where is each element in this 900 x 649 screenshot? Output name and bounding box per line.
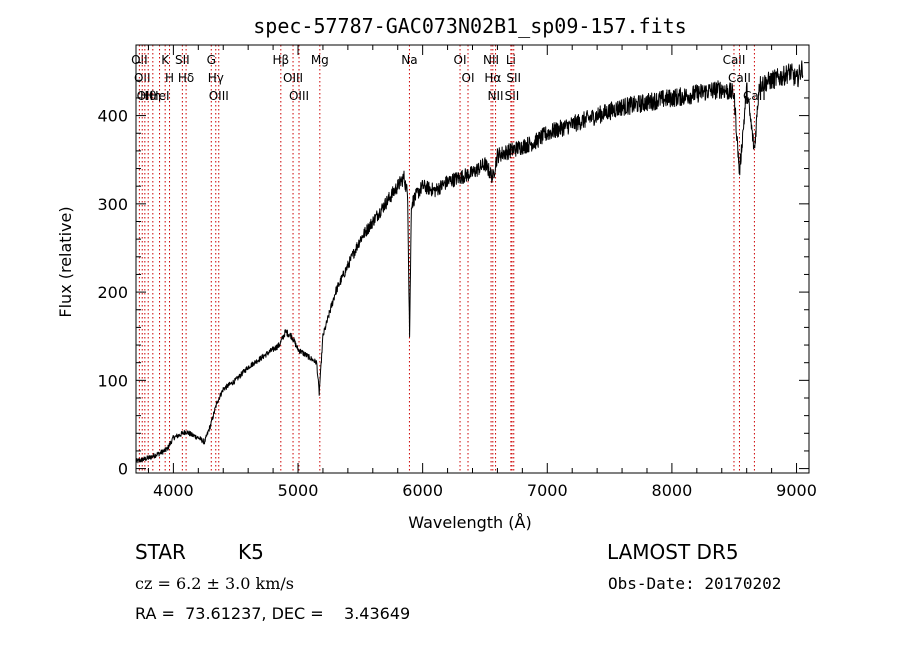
line-label-Hβ: Hβ <box>272 53 289 67</box>
line-label-CaII: CaII <box>723 53 746 67</box>
y-axis-label: Flux (relative) <box>56 206 75 317</box>
line-label-CaII: CaII <box>728 71 751 85</box>
line-label-NII: NII <box>483 53 499 67</box>
line-label-H: H <box>165 71 174 85</box>
line-label-HeI: HeI <box>150 89 170 103</box>
series-layer <box>135 60 804 464</box>
x-tick-label: 6000 <box>402 481 443 500</box>
line-label-Li: Li <box>506 53 516 67</box>
line-label-OIII: OIII <box>283 71 303 85</box>
y-tick-label: 0 <box>118 460 128 479</box>
y-tick-label: 100 <box>97 371 128 390</box>
line-label-SII: SII <box>505 89 520 103</box>
line-label-OII: OII <box>134 71 151 85</box>
line-label-OI: OI <box>454 53 467 67</box>
object-class: STAR <box>135 540 186 564</box>
line-label-OIII: OIII <box>289 89 309 103</box>
line-label-OI: OI <box>462 71 475 85</box>
line-label-OII: OII <box>131 53 148 67</box>
line-label-OIII: OIII <box>209 89 229 103</box>
x-tick-label: 8000 <box>652 481 693 500</box>
x-tick-label: 7000 <box>527 481 568 500</box>
line-label-Hα: Hα <box>484 71 501 85</box>
chart-title: spec-57787-GAC073N02B1_sp09-157.fits <box>253 14 686 38</box>
line-label-K: K <box>161 53 170 67</box>
x-tick-label: 5000 <box>278 481 319 500</box>
x-tick-label: 4000 <box>153 481 194 500</box>
object-subclass: K5 <box>238 540 264 564</box>
survey-name: LAMOST DR5 <box>607 540 739 564</box>
line-label-Mg: Mg <box>311 53 329 67</box>
y-tick-label: 200 <box>97 283 128 302</box>
spectrum-line <box>135 60 804 464</box>
line-label-G: G <box>207 53 216 67</box>
redshift-cz: cz = 6.2 ± 3.0 km/s <box>135 574 294 593</box>
line-label-SII: SII <box>175 53 190 67</box>
line-label-OII: OII <box>137 89 154 103</box>
spectral-lines-layer: OIIOIIOIIHθHηHeIKHSIIHδGHγOIIIHβOIIIOIII… <box>131 45 766 473</box>
y-tick-label: 300 <box>97 195 128 214</box>
line-label-Hγ: Hγ <box>208 71 224 85</box>
line-label-NII: NII <box>488 89 504 103</box>
plot-frame <box>135 44 810 474</box>
x-axis-label: Wavelength (Å) <box>408 513 531 532</box>
axis-ticks-layer: 4000 5000 6000 7000 8000 9000 0 100 200 300 400 <box>97 45 817 500</box>
line-label-Hδ: Hδ <box>178 71 194 85</box>
line-label-SII: SII <box>506 71 521 85</box>
line-label-Na: Na <box>401 53 417 67</box>
obs-date: Obs-Date: 20170202 <box>608 574 782 593</box>
ra-dec: RA = 73.61237, DEC = 3.43649 <box>135 604 411 623</box>
line-label-Hη: Hη <box>145 89 162 103</box>
y-tick-label: 400 <box>97 107 128 126</box>
line-label-Hθ: Hθ <box>140 89 156 103</box>
x-tick-label: 9000 <box>776 481 817 500</box>
